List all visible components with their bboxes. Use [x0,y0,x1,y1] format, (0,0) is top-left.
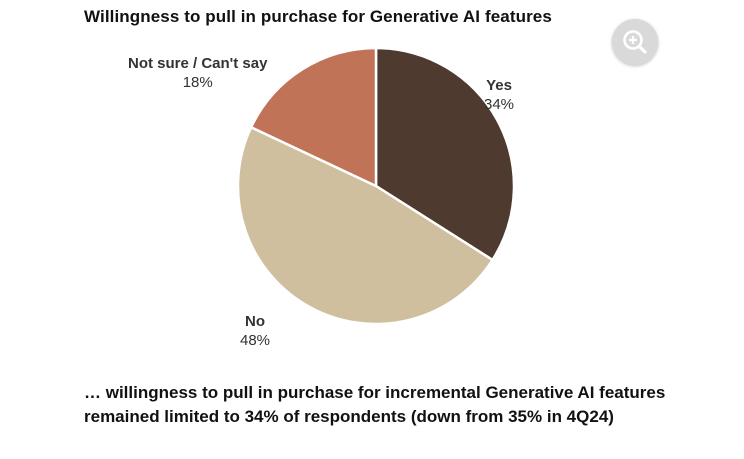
slice-label-no: No 48% [240,312,270,350]
zoom-in-icon [623,30,647,54]
slice-label-not-sure: Not sure / Can't say 18% [128,54,267,92]
slice-name-yes: Yes [486,77,512,94]
pie-slice-not-sure [249,46,378,188]
slice-value-no: 48% [240,332,271,349]
pie-chart [236,46,516,326]
slice-value-yes: 34% [484,96,515,113]
slice-value-not-sure: 18% [182,74,213,91]
pie-slice-no [236,125,494,326]
slice-name-no: No [245,313,266,330]
zoom-button[interactable] [612,19,658,65]
chart-title: Willingness to pull in purchase for Gene… [84,7,552,26]
slice-name-not-sure: Not sure / Can't say [128,55,268,72]
slice-label-yes: Yes 34% [484,76,514,114]
caption-text: … willingness to pull in purchase for in… [84,383,666,426]
